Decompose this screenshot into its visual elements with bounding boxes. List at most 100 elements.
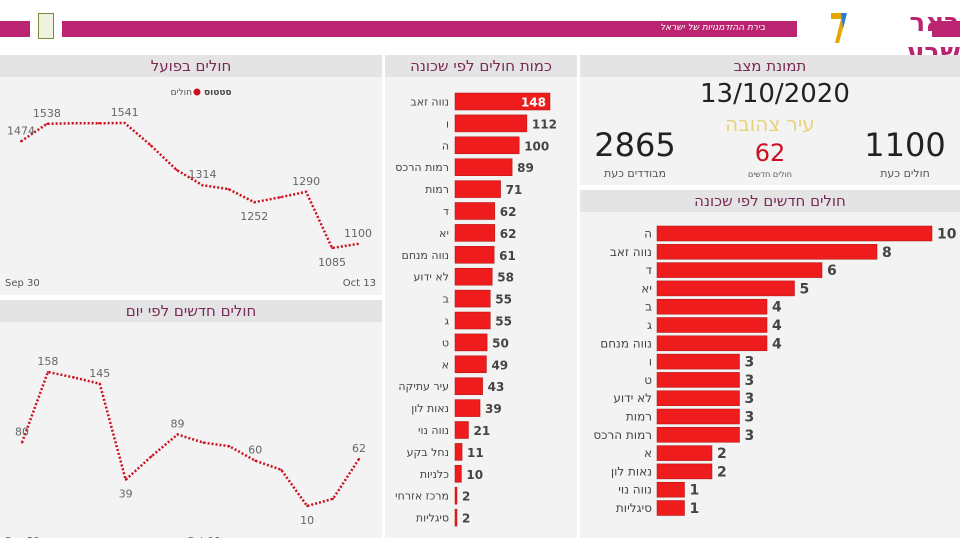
data-label: 50 xyxy=(492,336,509,350)
data-label: 8 xyxy=(882,245,892,261)
data-point xyxy=(306,505,309,507)
bar xyxy=(454,333,488,352)
data-point xyxy=(202,441,205,444)
category-label: נווה זאב xyxy=(610,245,652,259)
data-point xyxy=(97,122,100,125)
bar xyxy=(656,353,740,370)
category-label: רמות הרכס xyxy=(593,428,652,442)
category-label: לא ידוע xyxy=(414,271,449,284)
data-label: 1252 xyxy=(240,210,268,223)
data-label: 71 xyxy=(506,183,523,197)
data-point xyxy=(20,140,22,143)
legend-title: סטטוס xyxy=(204,88,232,98)
data-point xyxy=(124,478,127,481)
bar xyxy=(656,390,740,406)
panel-title: חולים חדשים לפי שכונה xyxy=(580,190,960,212)
data-label: 4 xyxy=(772,336,782,352)
series-line xyxy=(20,121,359,250)
data-label: 145 xyxy=(89,367,110,380)
data-point xyxy=(175,168,178,171)
sick-now-label: חולים כעת xyxy=(880,167,930,180)
data-point xyxy=(45,122,48,125)
category-label: נווה מנחם xyxy=(600,336,652,350)
x-tick-label: Oct 13 xyxy=(343,278,376,289)
data-point xyxy=(253,201,256,204)
data-label: 62 xyxy=(500,205,517,219)
bar xyxy=(656,280,795,297)
logo-seven-icon xyxy=(831,13,847,43)
bar xyxy=(656,225,933,242)
data-point xyxy=(71,122,74,125)
bar xyxy=(656,244,878,260)
category-label: ד xyxy=(443,205,449,218)
data-label: 1 xyxy=(690,501,700,517)
category-label: רמות xyxy=(425,183,449,196)
bar xyxy=(656,298,768,315)
bar xyxy=(656,500,685,516)
bar xyxy=(454,224,496,242)
new-by-neighborhood-panel: חולים חדשים לפי שכונה ה 10 נווה זאב 8 ד 6 יא 5 ב… xyxy=(580,190,960,538)
data-label: 61 xyxy=(499,249,516,263)
category-label: סיגליות xyxy=(416,512,449,525)
data-point xyxy=(21,441,23,444)
bar xyxy=(454,421,469,439)
category-label: מרכז אזרחי xyxy=(395,490,449,503)
data-label: 5 xyxy=(800,281,810,297)
data-label: 3 xyxy=(745,355,755,371)
bar xyxy=(656,262,823,278)
data-label: 4 xyxy=(772,300,782,316)
category-label: ה xyxy=(644,227,652,241)
category-label: נחל בקע xyxy=(407,446,449,459)
bar xyxy=(454,180,501,198)
new-by-neighborhood-chart: ה 10 נווה זאב 8 ד 6 יא 5 ב 4 ג 4 נווה מנחם 4 ו 3 ט 3 לא יד… xyxy=(593,225,957,517)
bar xyxy=(656,317,768,333)
bar xyxy=(656,372,740,388)
data-label: 1085 xyxy=(318,256,346,269)
sick-now-value: 1100 xyxy=(864,126,946,164)
data-label: 1474 xyxy=(7,124,35,137)
category-label: עיר עתיקה xyxy=(398,380,449,393)
data-label: 1 xyxy=(690,483,700,499)
data-label: 11 xyxy=(467,446,484,460)
bar xyxy=(656,335,768,352)
data-point xyxy=(279,196,282,199)
data-label: 2 xyxy=(462,512,470,526)
category-label: נווה נוי xyxy=(418,424,449,437)
category-label: נאות לון xyxy=(611,464,652,478)
new-sick-value: 62 xyxy=(754,139,786,167)
data-point xyxy=(254,459,257,462)
data-point xyxy=(280,468,283,471)
data-label: 55 xyxy=(495,293,512,307)
active-cases-panel: חולים בפועל 1474 1538 1541 1314 1252 1290 1085… xyxy=(0,55,382,295)
data-label: 1290 xyxy=(292,175,320,188)
category-label: סיגליות xyxy=(616,501,652,515)
category-label: כלניות xyxy=(420,468,449,481)
category-label: יא xyxy=(439,227,449,240)
data-point xyxy=(227,188,230,191)
data-point xyxy=(228,445,231,448)
x-tick-label: Sep 30 xyxy=(5,278,40,289)
category-label: רמות הרכס xyxy=(395,161,449,174)
data-point xyxy=(123,122,126,124)
bar xyxy=(454,377,483,395)
data-label: 4 xyxy=(772,318,782,334)
legend-dot-icon xyxy=(193,88,201,96)
data-label: 21 xyxy=(473,424,490,438)
bar xyxy=(454,465,462,483)
category-label: ג xyxy=(444,315,449,328)
data-point xyxy=(331,247,334,249)
category-label: יא xyxy=(641,281,652,295)
bar xyxy=(454,508,458,527)
data-label: 58 xyxy=(497,271,514,285)
data-point xyxy=(149,144,152,147)
data-point xyxy=(46,371,49,373)
category-label: א xyxy=(442,358,449,371)
data-label: 100 xyxy=(524,139,549,153)
data-label: 112 xyxy=(532,117,557,131)
daily-new-panel: חולים חדשים לפי יום 80 158 145 39 89 60 10 62 Se… xyxy=(0,300,382,538)
header-stripe xyxy=(0,21,30,37)
data-label: 39 xyxy=(485,402,502,416)
category-label: ו xyxy=(649,355,652,369)
data-label: 39 xyxy=(119,488,133,501)
